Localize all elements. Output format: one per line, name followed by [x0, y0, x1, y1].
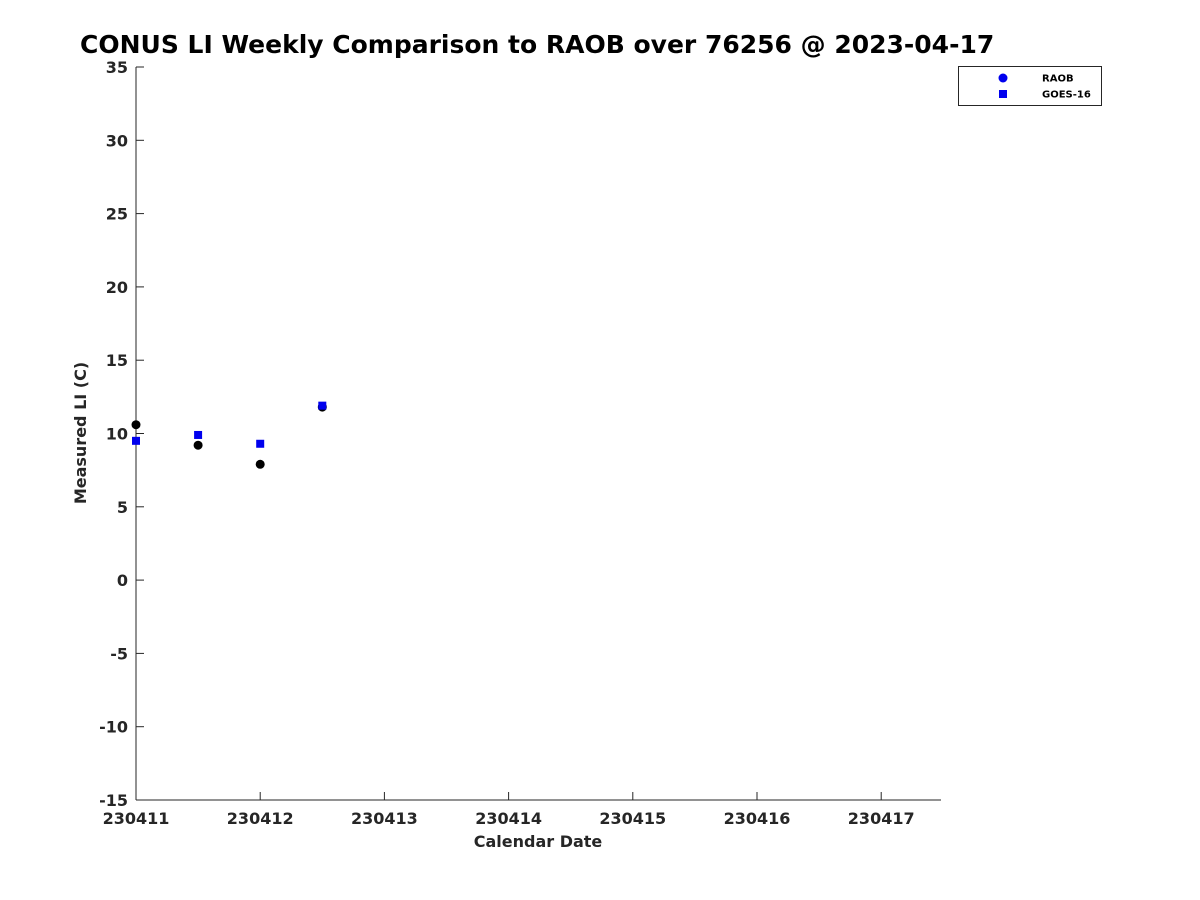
x-tick-label: 230416	[724, 809, 791, 828]
data-point-raob	[193, 440, 203, 450]
y-tick-label: 35	[106, 58, 128, 77]
y-axis-label: Measured LI (C)	[71, 362, 90, 504]
y-tick-label: 0	[117, 571, 128, 590]
x-axis-label: Calendar Date	[474, 832, 603, 851]
data-point-goes-16	[256, 439, 265, 448]
chart-title: CONUS LI Weekly Comparison to RAOB over …	[80, 30, 995, 59]
legend: RAOB GOES-16	[958, 66, 1102, 106]
data-point-raob	[255, 459, 265, 469]
y-tick-label: -10	[99, 718, 128, 737]
y-tick-label: -5	[110, 644, 128, 663]
x-tick-label: 230417	[848, 809, 915, 828]
legend-goes16-label: GOES-16	[1042, 90, 1091, 101]
legend-box	[958, 66, 1102, 106]
y-tick-label: 5	[117, 498, 128, 517]
data-point-goes-16	[318, 401, 327, 410]
y-tick-label: 20	[106, 278, 128, 297]
x-tick-label: 230414	[475, 809, 542, 828]
y-tick-label: 10	[106, 425, 128, 444]
axes: -15 -10 -5 0 5 10 15 20 25 30 35 230411 230412 230413…	[99, 58, 941, 828]
y-tick-label: 30	[106, 131, 128, 150]
x-tick-label: 230412	[227, 809, 294, 828]
x-tick-label: 230411	[103, 809, 170, 828]
y-tick-label: 25	[106, 205, 128, 224]
x-tick-label: 230415	[599, 809, 666, 828]
y-tick-label: 15	[106, 351, 128, 370]
data-point-goes-16	[132, 436, 140, 445]
y-tick-label: -15	[99, 791, 128, 810]
legend-raob-label: RAOB	[1042, 74, 1074, 85]
legend-raob-marker	[998, 73, 1008, 83]
data-point-goes-16	[194, 430, 203, 439]
x-tick-label: 230413	[351, 809, 418, 828]
data-marks	[131, 401, 327, 469]
legend-goes16-marker	[999, 90, 1007, 98]
data-point-raob	[131, 420, 141, 430]
